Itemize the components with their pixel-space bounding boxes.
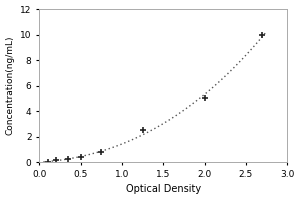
Y-axis label: Concentration(ng/mL): Concentration(ng/mL)	[6, 36, 15, 135]
X-axis label: Optical Density: Optical Density	[126, 184, 201, 194]
